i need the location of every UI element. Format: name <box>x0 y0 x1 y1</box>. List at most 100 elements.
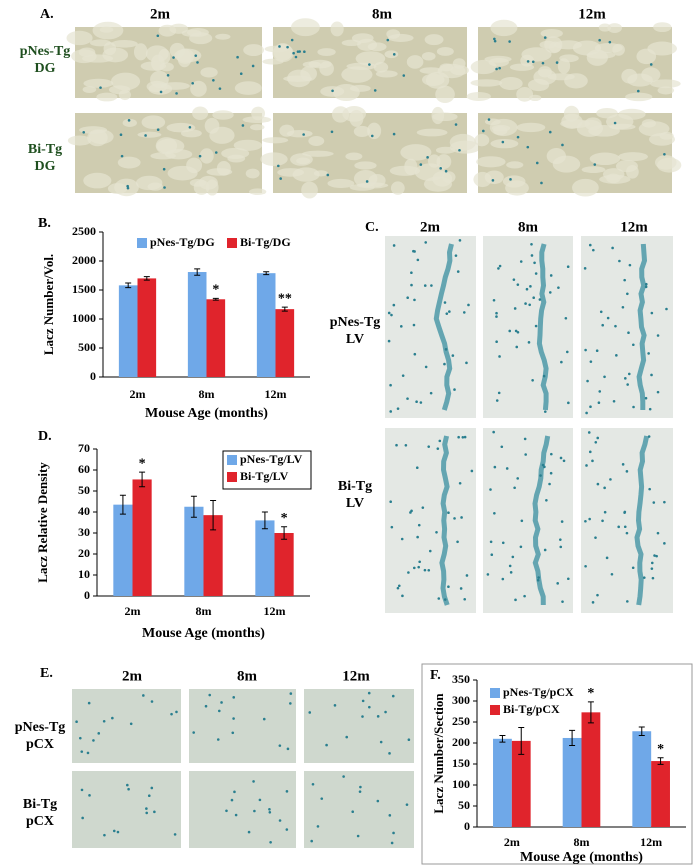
cell <box>465 361 468 365</box>
texture <box>355 51 386 66</box>
cell <box>614 324 617 328</box>
texture <box>150 70 169 89</box>
cell <box>595 349 599 353</box>
cell <box>520 519 524 523</box>
cell <box>232 717 235 720</box>
cell <box>102 719 106 723</box>
texture <box>83 172 112 189</box>
cell <box>87 701 91 705</box>
cell <box>583 267 587 270</box>
cell <box>268 808 271 811</box>
texture <box>474 134 490 147</box>
cell <box>603 375 606 379</box>
bar <box>113 504 133 596</box>
texture <box>490 139 519 149</box>
texture <box>353 125 371 137</box>
bar <box>651 761 670 827</box>
texture <box>431 106 445 125</box>
cell <box>492 430 495 434</box>
cell <box>116 830 120 834</box>
cell <box>644 282 648 286</box>
cell <box>103 833 106 837</box>
cell <box>163 186 166 189</box>
y-tick-label: 60 <box>78 462 90 476</box>
x-tick-label: 8m <box>574 835 590 849</box>
cell <box>388 752 391 755</box>
cell <box>218 87 222 90</box>
cell <box>592 248 595 252</box>
cell <box>540 181 543 185</box>
error-bar <box>638 726 645 736</box>
cell <box>435 530 438 534</box>
cell <box>234 813 238 817</box>
texture <box>436 154 452 170</box>
texture <box>351 33 374 43</box>
cell <box>230 798 234 802</box>
cell <box>628 263 632 267</box>
legend-swatch <box>227 238 237 248</box>
texture <box>476 156 506 168</box>
legend-swatch <box>137 238 147 248</box>
cell <box>651 576 655 580</box>
cell <box>416 535 419 539</box>
texture <box>552 155 581 173</box>
bar <box>187 272 207 377</box>
cell <box>647 352 650 355</box>
cell <box>208 693 212 697</box>
cell <box>458 481 462 485</box>
cell <box>597 401 601 405</box>
cell <box>665 307 668 311</box>
cell <box>145 811 149 815</box>
cell <box>501 541 505 545</box>
texture <box>277 168 305 177</box>
cell <box>588 243 592 247</box>
cell <box>549 274 553 277</box>
cell <box>429 391 433 395</box>
cell <box>310 839 313 843</box>
texture <box>110 72 141 91</box>
texture <box>78 47 96 58</box>
cell <box>345 735 349 739</box>
bar <box>493 738 512 827</box>
bar <box>511 740 531 827</box>
texture <box>499 76 523 91</box>
cell <box>623 278 626 282</box>
cell <box>241 124 245 127</box>
cell <box>516 477 520 480</box>
error-bar <box>281 526 288 540</box>
legend-box <box>222 450 312 490</box>
bar <box>132 479 152 596</box>
cell <box>556 582 559 585</box>
cell <box>493 511 496 515</box>
texture <box>215 33 231 40</box>
y-tick-label: 0 <box>90 369 96 383</box>
cell <box>453 388 456 391</box>
cell <box>618 259 621 263</box>
cell <box>153 810 156 814</box>
texture <box>367 42 387 52</box>
cell <box>252 780 255 783</box>
cell <box>365 180 369 183</box>
y-tick-label: 100 <box>452 777 470 791</box>
bar <box>274 533 294 596</box>
y-axis-label: Lacz Number/Section <box>431 693 446 814</box>
cell <box>424 241 428 244</box>
significance: ** <box>278 291 292 306</box>
cell <box>534 324 538 328</box>
cell <box>376 799 380 803</box>
column-header: 12m <box>578 6 606 22</box>
texture <box>205 179 219 196</box>
micrograph <box>189 689 296 763</box>
cell <box>436 447 440 450</box>
cell <box>513 307 517 310</box>
cell <box>561 600 564 603</box>
cell <box>198 154 202 158</box>
texture <box>506 161 524 169</box>
texture <box>625 92 653 102</box>
cell <box>86 751 90 755</box>
x-tick-label: 12m <box>640 835 662 849</box>
error-bar <box>119 494 126 515</box>
cell <box>589 360 593 363</box>
cell <box>361 699 365 703</box>
texture <box>141 115 166 130</box>
